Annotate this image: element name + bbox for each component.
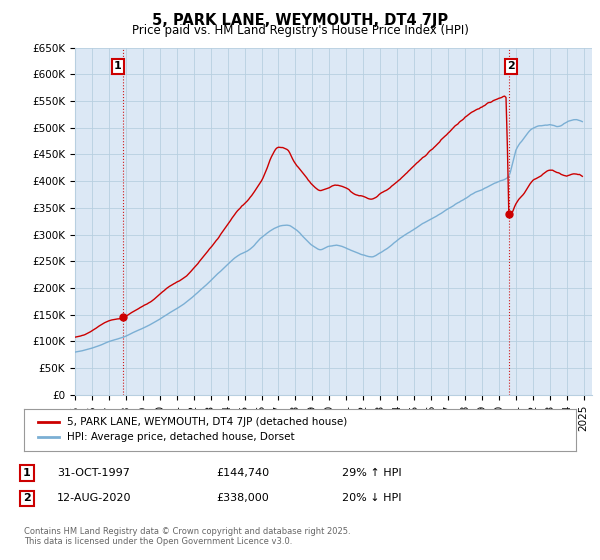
Text: 20% ↓ HPI: 20% ↓ HPI (342, 493, 401, 503)
Text: 1: 1 (23, 468, 31, 478)
Text: £144,740: £144,740 (216, 468, 269, 478)
Text: £338,000: £338,000 (216, 493, 269, 503)
Text: 12-AUG-2020: 12-AUG-2020 (57, 493, 131, 503)
Text: 5, PARK LANE, WEYMOUTH, DT4 7JP: 5, PARK LANE, WEYMOUTH, DT4 7JP (152, 13, 448, 28)
Text: 2: 2 (507, 61, 515, 71)
Text: Contains HM Land Registry data © Crown copyright and database right 2025.
This d: Contains HM Land Registry data © Crown c… (24, 526, 350, 546)
Text: 1: 1 (114, 61, 122, 71)
Legend: 5, PARK LANE, WEYMOUTH, DT4 7JP (detached house), HPI: Average price, detached h: 5, PARK LANE, WEYMOUTH, DT4 7JP (detache… (35, 414, 350, 446)
Text: 2: 2 (23, 493, 31, 503)
Text: 31-OCT-1997: 31-OCT-1997 (57, 468, 130, 478)
Text: 29% ↑ HPI: 29% ↑ HPI (342, 468, 401, 478)
Text: Price paid vs. HM Land Registry's House Price Index (HPI): Price paid vs. HM Land Registry's House … (131, 24, 469, 37)
